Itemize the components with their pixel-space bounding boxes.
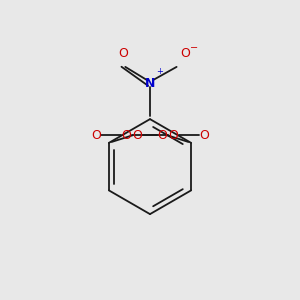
Text: O: O — [122, 129, 131, 142]
Text: O: O — [180, 47, 190, 60]
Text: O: O — [132, 129, 142, 142]
Text: O: O — [158, 129, 168, 142]
Text: O: O — [199, 129, 209, 142]
Text: N: N — [145, 76, 155, 89]
Text: O: O — [169, 129, 178, 142]
Text: O: O — [91, 129, 101, 142]
Text: O: O — [118, 47, 128, 60]
Text: −: − — [190, 43, 198, 52]
Text: +: + — [156, 68, 163, 76]
